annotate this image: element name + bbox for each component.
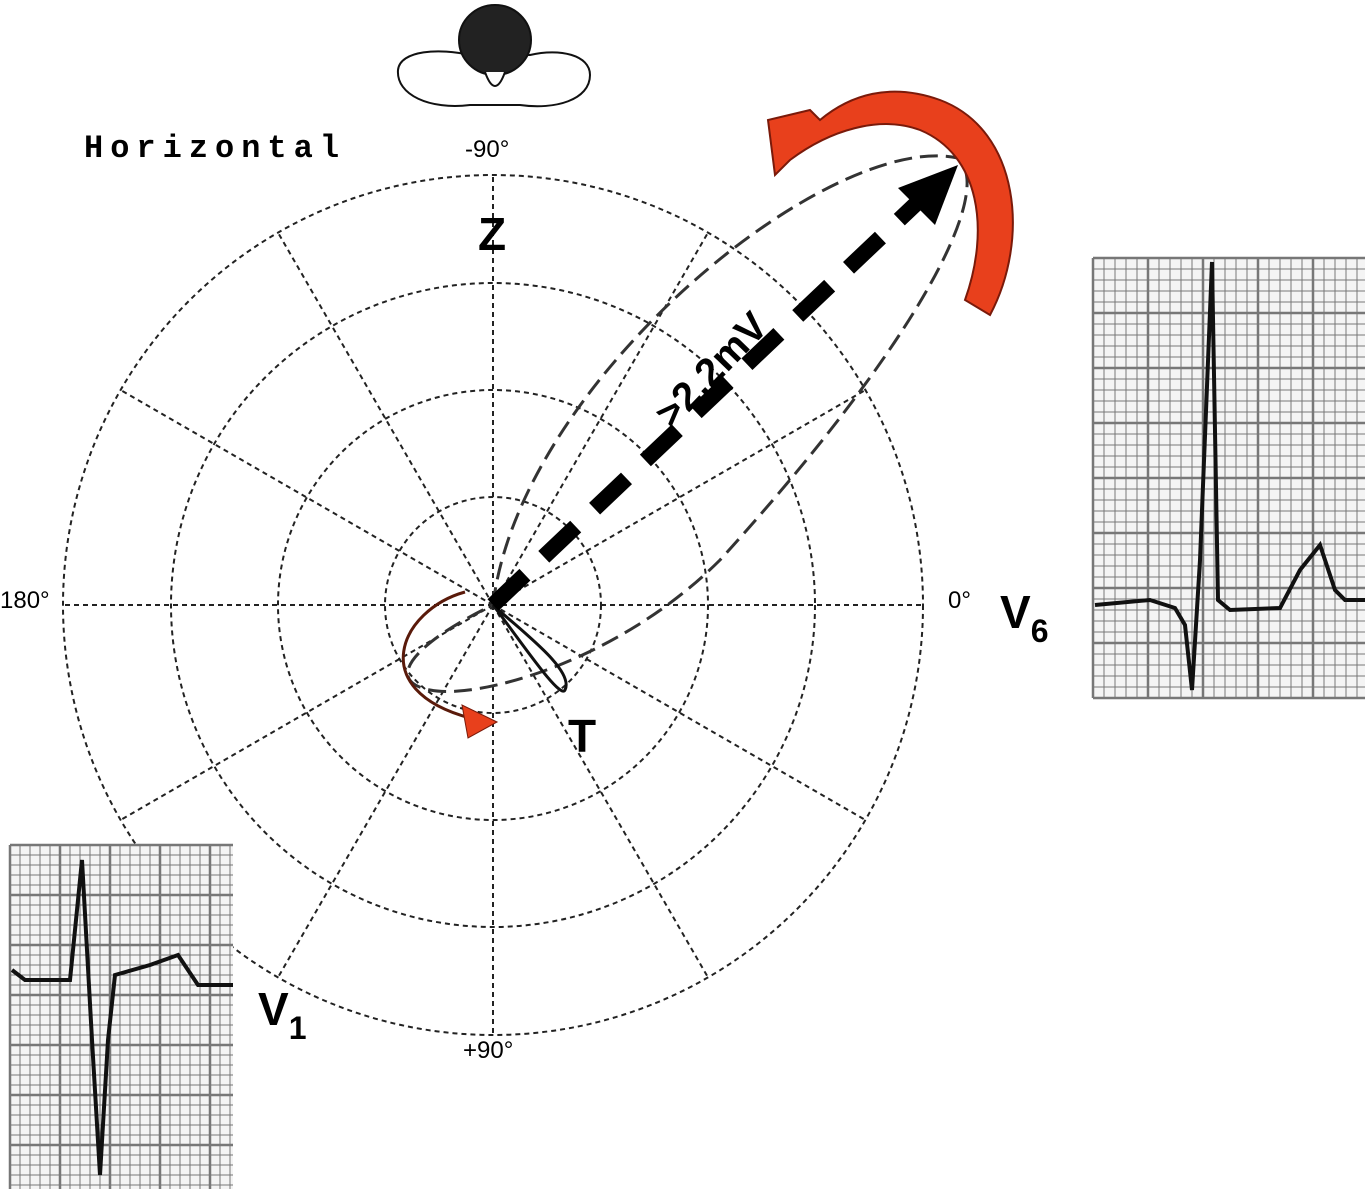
lead-name: V xyxy=(1000,586,1031,638)
angle-label: +90° xyxy=(463,1037,513,1064)
title: Horizontal xyxy=(84,130,346,167)
rotation-arrow xyxy=(768,92,1013,315)
lead-subscript: 1 xyxy=(289,1010,307,1046)
lead-label: V1 xyxy=(258,983,306,1046)
t-loop xyxy=(493,605,566,691)
inscription-arrow xyxy=(403,592,470,718)
t-label: T xyxy=(568,710,596,762)
lead-subscript: 6 xyxy=(1031,613,1049,649)
axis-label: Z xyxy=(478,208,506,260)
magnitude-label: >2.2mV xyxy=(647,304,777,436)
vectorcardiogram: Horizontal -90° 180° 0° +90° Z T >2.2mV … xyxy=(0,0,1365,1189)
inscription-arrowhead xyxy=(462,705,497,738)
ecg-strip-v6 xyxy=(1093,258,1365,698)
angle-label: 180° xyxy=(0,587,50,614)
angle-label: 0° xyxy=(948,587,971,614)
head-icon xyxy=(398,5,590,106)
lead-name: V xyxy=(258,983,289,1035)
angle-label: -90° xyxy=(465,136,509,163)
lead-label: V6 xyxy=(1000,586,1048,649)
ecg-strip-v1 xyxy=(10,845,233,1189)
